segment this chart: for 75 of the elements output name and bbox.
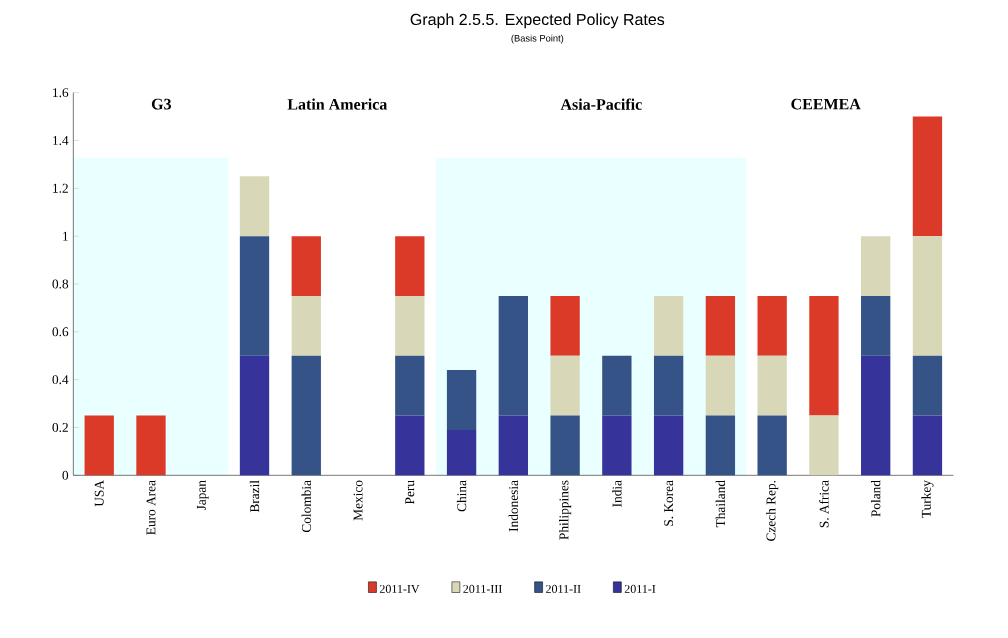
bar	[446, 429, 477, 476]
x-tick-label: S. Korea	[664, 480, 674, 526]
y-tick-label: 1.6	[53, 88, 69, 98]
bar	[395, 415, 425, 476]
bar	[550, 415, 580, 476]
x-tick-label: Philippines	[559, 480, 572, 540]
bar	[653, 355, 684, 416]
legend-label: 2011-IV	[379, 584, 420, 594]
annotation: Latin America	[287, 98, 388, 110]
bar	[550, 355, 580, 416]
bar	[498, 295, 528, 416]
bar	[861, 355, 891, 476]
y-tick-label: 0.6	[52, 327, 69, 337]
bar	[602, 415, 632, 476]
x-tick-label: S. Africa	[819, 480, 829, 528]
bar	[861, 295, 891, 356]
y-tick-label: 0.2	[52, 422, 68, 433]
bar	[446, 370, 477, 430]
bar	[912, 116, 943, 237]
y-tick-label: 0.4	[52, 375, 69, 385]
bar	[395, 355, 425, 416]
bar	[239, 236, 270, 356]
y-tick-label: 0	[62, 470, 69, 480]
bar	[653, 415, 684, 476]
bar	[498, 415, 528, 476]
legend-label: 2011-III	[463, 584, 502, 593]
chart-title: Graph 2.5.5. Expected Policy Rates	[410, 13, 665, 29]
bar	[809, 295, 839, 416]
bar	[705, 295, 736, 356]
y-tick-label: 1.2	[53, 183, 68, 193]
x-tick-label: Mexico	[353, 480, 363, 521]
annotation: Asia-Pacific	[560, 98, 642, 110]
x-tick-label: Japan	[196, 480, 209, 511]
x-tick-label: Colombia	[301, 480, 311, 533]
bar	[705, 415, 736, 476]
bar	[602, 355, 632, 416]
bar	[291, 355, 321, 476]
bar	[757, 295, 787, 356]
annotation: CEEMEA	[791, 98, 861, 110]
x-tick-label: Indonesia	[508, 480, 519, 532]
bar	[912, 415, 943, 476]
bar	[291, 295, 321, 356]
x-tick-label: India	[612, 480, 622, 507]
legend-label: 2011-I	[624, 584, 656, 593]
x-tick-label: China	[456, 480, 467, 512]
bar	[809, 415, 839, 476]
x-tick-label: Brazil	[249, 480, 260, 513]
bar	[395, 295, 425, 356]
x-tick-label: Turkey	[921, 480, 934, 518]
bar	[912, 355, 943, 416]
x-tick-label: Poland	[870, 480, 881, 517]
bar	[84, 415, 114, 476]
bar	[291, 236, 321, 296]
bar	[757, 415, 787, 476]
bar	[550, 295, 580, 356]
bar	[705, 355, 736, 416]
bar	[653, 295, 684, 356]
x-tick-label: Thailand	[715, 480, 726, 528]
bar	[757, 355, 787, 416]
chart-subtitle: (Basis Point)	[511, 34, 564, 44]
bar	[136, 415, 166, 476]
y-tick-label: 0.8	[52, 279, 69, 289]
x-tick-label: Euro Area	[146, 480, 156, 535]
bar	[395, 236, 425, 296]
bar	[912, 236, 943, 356]
y-tick-label: 1	[63, 231, 68, 241]
bar	[239, 176, 270, 237]
bar	[861, 236, 891, 296]
bar	[239, 355, 270, 476]
x-tick-label: USA	[94, 480, 104, 507]
x-tick-label: Peru	[405, 480, 415, 505]
annotation: G3	[151, 98, 172, 110]
x-tick-label: Czech Rep.	[766, 480, 779, 541]
legend-label: 2011-II	[546, 584, 581, 593]
y-tick-label: 1.4	[53, 135, 69, 145]
